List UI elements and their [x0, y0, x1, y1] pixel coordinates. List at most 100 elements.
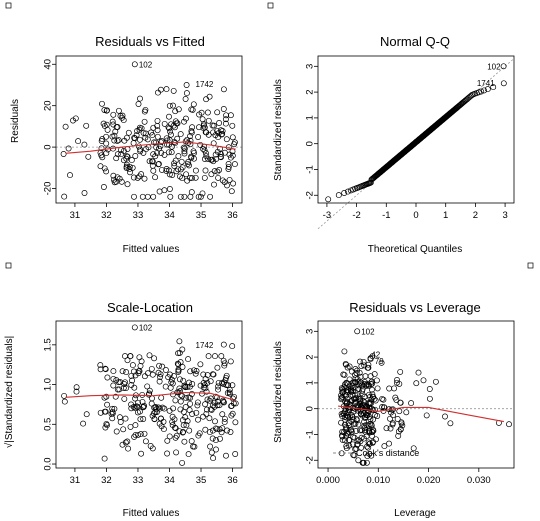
data-point — [172, 434, 179, 441]
x-tick-label: 35 — [196, 475, 207, 486]
data-point — [122, 439, 129, 446]
data-point — [206, 415, 213, 422]
data-point — [202, 385, 209, 392]
data-point — [120, 385, 127, 391]
point-label: 1742 — [196, 341, 214, 350]
data-point — [225, 382, 232, 389]
data-point — [154, 122, 161, 129]
data-point — [168, 131, 174, 138]
data-point — [211, 181, 217, 188]
data-point — [347, 387, 354, 394]
data-point — [194, 402, 201, 409]
data-point — [379, 404, 386, 410]
data-point — [135, 399, 141, 406]
data-point — [342, 437, 348, 444]
data-point — [141, 175, 148, 182]
data-point — [168, 143, 175, 150]
data-point — [171, 373, 177, 380]
x-axis-label: Theoretical Quantiles — [368, 244, 463, 255]
data-point — [137, 95, 143, 102]
data-point — [225, 166, 232, 172]
data-point — [219, 411, 226, 418]
data-point — [121, 395, 128, 402]
data-point — [354, 328, 361, 335]
data-point — [350, 434, 357, 441]
data-point — [83, 411, 90, 418]
data-point — [175, 153, 182, 160]
data-point — [364, 453, 371, 460]
data-point — [325, 196, 332, 203]
data-point — [187, 174, 194, 181]
data-point — [163, 135, 170, 142]
data-point — [200, 371, 207, 378]
data-point — [104, 401, 111, 408]
data-point — [101, 455, 108, 462]
data-point — [135, 370, 142, 377]
data-point — [342, 423, 349, 430]
data-point — [133, 403, 140, 410]
data-point — [395, 432, 402, 439]
data-point — [203, 406, 210, 413]
x-tick-label: 33 — [133, 475, 144, 486]
data-point — [123, 165, 130, 172]
data-point — [223, 136, 230, 143]
data-point — [210, 455, 217, 462]
data-point — [218, 131, 225, 138]
data-point — [484, 86, 491, 93]
data-point — [184, 177, 191, 184]
data-point — [218, 353, 225, 360]
data-point — [228, 412, 235, 419]
data-point — [204, 109, 211, 116]
data-point — [103, 140, 110, 147]
data-point — [227, 358, 234, 365]
data-point — [346, 401, 353, 408]
data-point — [101, 122, 108, 129]
data-point — [229, 122, 236, 129]
data-point — [97, 409, 104, 416]
data-point — [127, 353, 134, 360]
data-point — [380, 396, 387, 403]
data-point — [352, 379, 359, 386]
data-point — [447, 420, 454, 427]
data-point — [206, 429, 213, 436]
data-point — [141, 118, 148, 125]
data-point — [195, 134, 202, 140]
data-point — [199, 116, 206, 123]
data-point — [101, 165, 108, 172]
data-point — [224, 390, 231, 396]
data-point — [166, 102, 173, 109]
data-point — [210, 371, 217, 378]
data-point — [209, 435, 216, 442]
data-point — [338, 395, 345, 402]
data-point — [224, 182, 230, 189]
data-point — [215, 174, 222, 181]
x-tick-label: 1 — [443, 210, 448, 221]
data-point — [200, 122, 207, 129]
data-point — [341, 381, 348, 388]
data-point — [97, 362, 104, 369]
x-tick-label: 34 — [164, 210, 175, 221]
data-point — [348, 368, 355, 375]
data-point — [138, 358, 145, 365]
data-point — [221, 419, 228, 426]
data-point — [73, 384, 80, 391]
data-point — [123, 153, 130, 160]
data-point — [104, 422, 110, 429]
data-point — [161, 151, 168, 158]
data-point — [175, 106, 182, 113]
data-point — [397, 426, 404, 433]
plot-frame — [317, 320, 515, 469]
data-point — [228, 188, 235, 195]
data-point — [167, 128, 174, 135]
point-label: 79 — [375, 357, 384, 366]
data-point — [154, 117, 161, 124]
x-tick-label: 2 — [473, 210, 478, 221]
y-tick-label: 3 — [305, 64, 316, 69]
data-point — [98, 138, 105, 144]
data-point — [176, 385, 183, 392]
data-point — [360, 358, 367, 365]
data-point — [373, 377, 380, 384]
data-point — [173, 168, 180, 175]
data-point — [138, 450, 145, 457]
data-point — [231, 161, 238, 168]
